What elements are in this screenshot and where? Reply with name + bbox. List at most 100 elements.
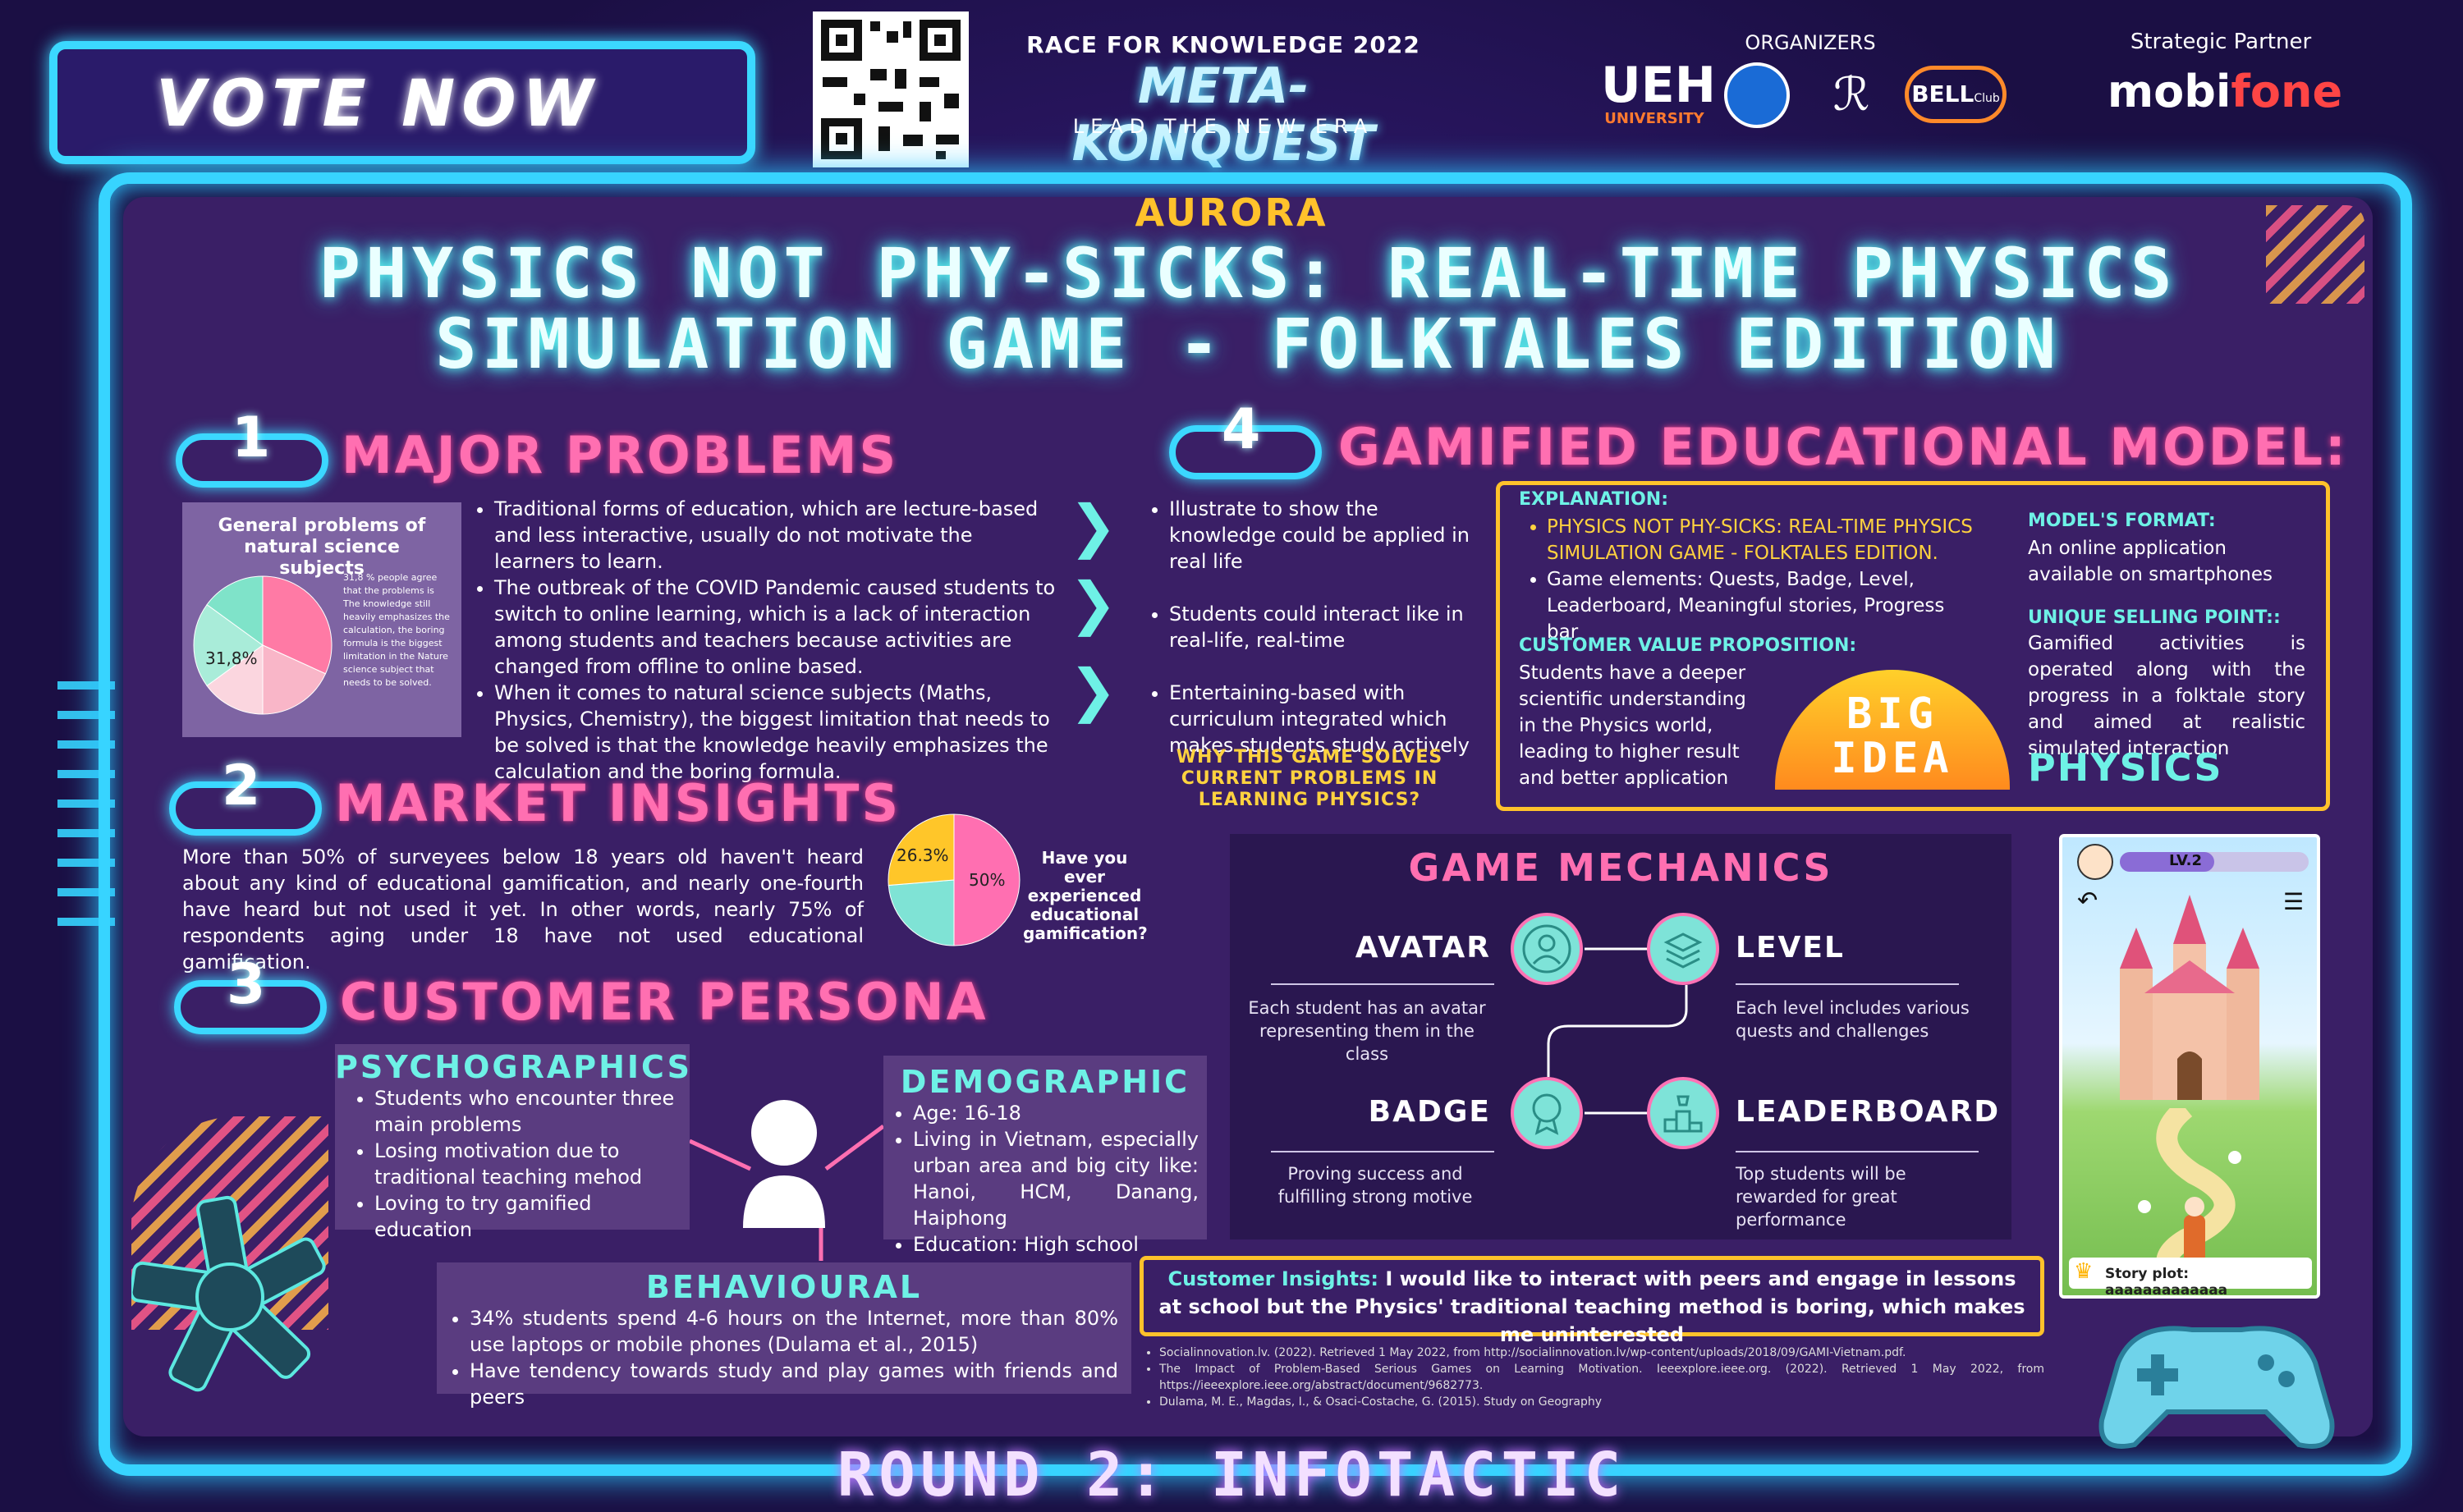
menu-icon[interactable]: ☰ (2282, 888, 2304, 915)
mechanic-leaderboard-name: LEADERBOARD (1736, 1095, 2001, 1129)
section1-heading: MAJOR PROBLEMS (342, 425, 899, 485)
market-insights-text: More than 50% of surveyees below 18 year… (182, 845, 864, 974)
pie-slice-0 (262, 575, 333, 675)
mechanic-badge-desc: Proving success and fulfilling strong mo… (1277, 1164, 1473, 1207)
demographic-title: DEMOGRAPHIC (900, 1064, 1190, 1100)
demographic-item: Age: 16-18 (913, 1100, 1199, 1126)
event-tagline: LEAD THE NEW ERA (1072, 115, 1374, 138)
bell-logo-sub: Club (1974, 92, 2000, 105)
persona-connectors (690, 1124, 885, 1261)
leaderboard-podium-icon (1647, 1077, 1719, 1149)
psychographics-item: Losing motivation due to traditional tea… (374, 1138, 678, 1190)
format-label: MODEL'S FORMAT: (2028, 511, 2216, 531)
race-title: RACE FOR KNOWLEDGE 2022 (1026, 31, 1420, 58)
ueh-logo-sub: UNIVERSITY (1604, 110, 1704, 127)
customer-insights-label: Customer Insights: (1167, 1267, 1379, 1290)
behavioural-item: 34% students spend 4-6 hours on the Inte… (470, 1305, 1118, 1358)
problem-item: The outbreak of the COVID Pandemic cause… (494, 575, 1057, 680)
level-progress-fill (2120, 852, 2214, 872)
back-arrow-icon[interactable]: ↶ (2077, 887, 2098, 915)
psychographics-box: PSYCHOGRAPHICS Students who encounter th… (335, 1044, 692, 1241)
game-mechanics-panel (1230, 834, 2011, 1239)
demographic-item: Education: High school (913, 1231, 1199, 1258)
footer-round-title: ROUND 2: INFOTACTIC (837, 1440, 1626, 1510)
qr-code[interactable] (813, 11, 969, 167)
section4-number: 4 (1222, 397, 1261, 462)
crown-icon: ♛ (2074, 1259, 2094, 1284)
gamification-pie-chart (888, 813, 1021, 946)
story-plot-bar[interactable]: ♛ Story plot: aaaaaaaaaaaaa (2069, 1258, 2312, 1295)
mechanic-level-desc: Each level includes various quests and c… (1736, 998, 1970, 1041)
pie-slice-2 (888, 813, 955, 887)
poster-title-line1: PHYSICS NOT PHY-SICKS: REAL-TIME PHYSICS (319, 233, 2177, 314)
game-phone-mockup: LV.2 ↶ ☰ ♛ Story plot: aaaaaaaaaaaaa (2059, 834, 2320, 1299)
mechanic-avatar-name: AVATAR (1355, 931, 1491, 964)
format-text: An online application available on smart… (2028, 538, 2273, 585)
cvp-label: CUSTOMER VALUE PROPOSITION: (1519, 635, 1857, 656)
section2-number: 2 (222, 754, 261, 818)
problems-pie-chart (193, 575, 333, 715)
pie-slice-1 (888, 879, 955, 946)
section4-heading: GAMIFIED EDUCATIONAL MODEL: (1338, 417, 2348, 477)
section2-heading: MARKET INSIGHTS (335, 773, 901, 833)
pie-slice-4 (206, 575, 264, 646)
gamification-pie-label-no: 50% (969, 870, 1006, 890)
psychographics-item: Loving to try gamified education (374, 1190, 678, 1243)
section2-number-pill (169, 781, 322, 836)
persona-user-icon (739, 1097, 829, 1228)
big-idea-line2: IDEA (1831, 734, 1954, 783)
level-label: LV.2 (2169, 852, 2202, 869)
castle-illustration (2120, 895, 2259, 1100)
section1-number: 1 (232, 405, 271, 470)
explanation-item-elements: Game elements: Quests, Badge, Level, Lea… (1547, 566, 1979, 645)
behavioural-title: BEHAVIOURAL (645, 1269, 923, 1305)
chevron-right-icon: ❯ (1069, 493, 1117, 560)
divider (1736, 983, 1959, 985)
usp-label: UNIQUE SELLING POINT:: (2028, 607, 2281, 628)
divider (1271, 983, 1494, 985)
big-idea-line1: BIG (1846, 690, 1938, 739)
demographic-item: Living in Vietnam, especially urban area… (913, 1126, 1199, 1231)
youth-union-logo (1724, 62, 1790, 128)
usp-text: Gamified activities is operated along wi… (2028, 633, 2305, 759)
team-name: AURORA (1135, 190, 1328, 235)
behavioural-box: BEHAVIOURAL 34% students spend 4-6 hours… (437, 1262, 1131, 1409)
mobifone-logo: mobifone (2102, 66, 2348, 117)
qr-code-icon (821, 20, 961, 159)
mechanic-avatar-desc: Each student has an avatar representing … (1248, 998, 1486, 1064)
bell-club-logo: BELLClub (1905, 66, 2007, 123)
psychographics-item: Students who encounter three main proble… (374, 1085, 678, 1138)
pie-slice-2 (206, 644, 264, 715)
section3-number-pill (174, 980, 327, 1034)
bell-logo-text: BELL (1911, 80, 1975, 108)
mechanic-level-name: LEVEL (1736, 931, 1845, 964)
explanation-list: PHYSICS NOT PHY-SICKS: REAL-TIME PHYSICS… (1519, 514, 1979, 645)
psychographics-title: PSYCHOGRAPHICS (335, 1049, 692, 1085)
section1-number-pill (176, 433, 328, 488)
references-list: Socialinnovation.lv. (2022). Retrieved 1… (1141, 1345, 2044, 1410)
problems-chart-note: 31,8 % people agree that the problems is… (343, 572, 450, 688)
gamification-pie-label-yes: 26.3% (897, 845, 949, 865)
vote-now-banner[interactable]: VOTE NOW (49, 41, 755, 164)
level-progress-bar (2120, 852, 2309, 872)
solution-list: Illustrate to show the knowledge could b… (1141, 496, 1486, 758)
pie-slice-3 (193, 603, 264, 687)
player-avatar[interactable] (2077, 844, 2113, 880)
solution-item: Entertaining-based with curriculum integ… (1169, 680, 1486, 758)
level-layers-icon (1647, 913, 1719, 985)
badge-icon (1511, 1077, 1583, 1149)
gamepad-decoration-icon (2085, 1297, 2348, 1461)
physics-word: PHYSICS (2028, 745, 2223, 790)
ueh-logo: UEH UNIVERSITY (1601, 61, 1716, 127)
partner-label: Strategic Partner (2130, 30, 2312, 54)
poster-title-line2: SIMULATION GAME - FOLKTALES EDITION (434, 304, 2062, 384)
event-name: META-KONQUEST (1071, 57, 1375, 172)
explanation-item-title: PHYSICS NOT PHY-SICKS: REAL-TIME PHYSICS… (1547, 514, 1979, 566)
main-neon-frame (99, 172, 2412, 1476)
organizers-label: ORGANIZERS (1745, 31, 1876, 54)
customer-insights-box: Customer Insights: I would like to inter… (1140, 1256, 2044, 1346)
section3-heading: CUSTOMER PERSONA (340, 972, 988, 1032)
avatar-icon (1511, 913, 1583, 985)
mechanic-badge-name: BADGE (1368, 1095, 1491, 1129)
customer-insights-text: I would like to interact with peers and … (1158, 1267, 2025, 1346)
